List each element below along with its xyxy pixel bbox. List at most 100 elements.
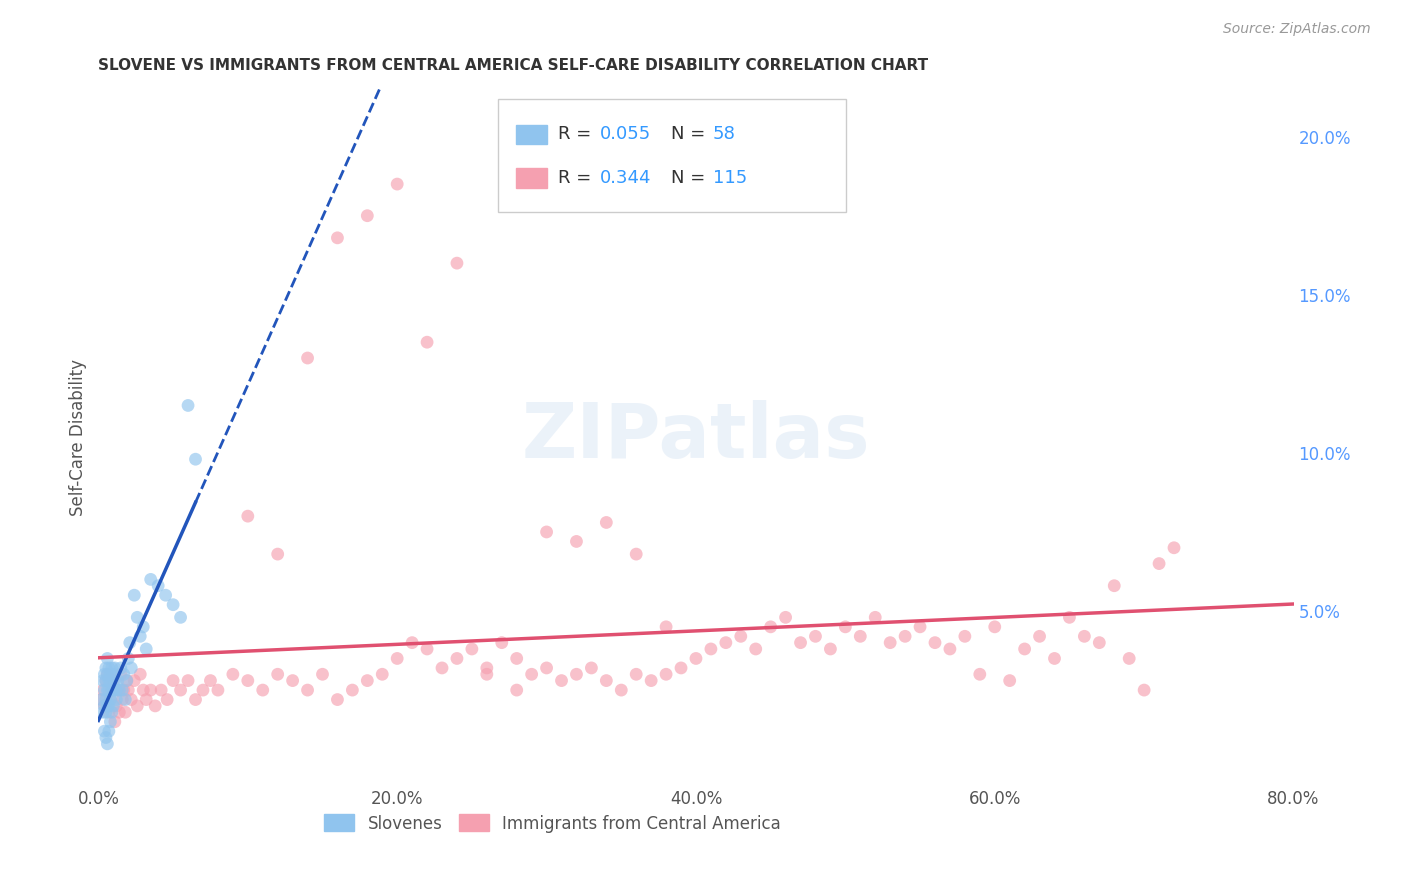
Point	[90, 692, 112, 706]
Point	[401, 635, 423, 649]
Point	[155, 588, 177, 602]
Point	[998, 673, 1021, 688]
Point	[143, 698, 166, 713]
Point	[595, 673, 617, 688]
Point	[820, 642, 842, 657]
Point	[118, 635, 141, 649]
Point	[939, 642, 962, 657]
Point	[371, 667, 394, 681]
Point	[114, 692, 136, 706]
Point	[685, 651, 707, 665]
Point	[103, 667, 125, 681]
Point	[124, 588, 146, 602]
Point	[342, 683, 364, 698]
Point	[98, 692, 122, 706]
Point	[297, 351, 319, 365]
Point	[93, 667, 115, 681]
Point	[281, 673, 304, 688]
Point	[789, 635, 811, 649]
Point	[745, 642, 768, 657]
Point	[90, 692, 112, 706]
Point	[759, 620, 782, 634]
Point	[120, 692, 142, 706]
Point	[475, 661, 498, 675]
Point	[169, 683, 191, 698]
Point	[103, 683, 125, 698]
Point	[96, 667, 118, 681]
Text: N =: N =	[671, 169, 710, 187]
Point	[1104, 579, 1126, 593]
Point	[177, 673, 200, 688]
Y-axis label: Self-Care Disability: Self-Care Disability	[69, 359, 87, 516]
Point	[1073, 629, 1095, 643]
Point	[550, 673, 572, 688]
Point	[135, 642, 157, 657]
Point	[669, 661, 692, 675]
Point	[94, 705, 117, 719]
Point	[107, 673, 129, 688]
Point	[101, 683, 124, 698]
Point	[97, 705, 120, 719]
Point	[984, 620, 1007, 634]
Point	[97, 724, 120, 739]
Text: R =: R =	[558, 126, 598, 144]
Point	[110, 661, 132, 675]
Point	[207, 683, 229, 698]
Point	[96, 737, 118, 751]
Point	[865, 610, 887, 624]
Point	[655, 667, 678, 681]
Point	[139, 573, 162, 587]
Point	[93, 724, 115, 739]
Point	[1014, 642, 1036, 657]
Text: 58: 58	[713, 126, 735, 144]
Point	[924, 635, 946, 649]
Point	[124, 673, 146, 688]
Point	[132, 683, 155, 698]
Point	[640, 673, 662, 688]
Text: 0.055: 0.055	[600, 126, 651, 144]
Point	[565, 534, 588, 549]
Point	[236, 673, 259, 688]
Point	[115, 673, 138, 688]
Point	[104, 714, 127, 729]
Point	[150, 683, 173, 698]
Point	[97, 673, 120, 688]
Point	[565, 667, 588, 681]
Point	[1118, 651, 1140, 665]
Point	[536, 661, 558, 675]
Point	[105, 683, 128, 698]
Text: SLOVENE VS IMMIGRANTS FROM CENTRAL AMERICA SELF-CARE DISABILITY CORRELATION CHAR: SLOVENE VS IMMIGRANTS FROM CENTRAL AMERI…	[98, 58, 928, 73]
Point	[385, 177, 409, 191]
Point	[127, 698, 149, 713]
Point	[104, 661, 127, 675]
Point	[96, 651, 118, 665]
Point	[1028, 629, 1050, 643]
Point	[111, 692, 134, 706]
Text: 115: 115	[713, 169, 747, 187]
Point	[536, 524, 558, 539]
Point	[96, 683, 118, 698]
Point	[1147, 557, 1170, 571]
Text: Source: ZipAtlas.com: Source: ZipAtlas.com	[1223, 22, 1371, 37]
Point	[91, 683, 114, 698]
Point	[94, 692, 117, 706]
Point	[115, 673, 138, 688]
Point	[111, 683, 134, 698]
Point	[120, 661, 142, 675]
Point	[700, 642, 723, 657]
Text: 0.344: 0.344	[600, 169, 652, 187]
Point	[184, 452, 207, 467]
Point	[162, 673, 184, 688]
Point	[191, 683, 214, 698]
Point	[610, 683, 633, 698]
Point	[97, 698, 120, 713]
Point	[849, 629, 872, 643]
Point	[252, 683, 274, 698]
Point	[96, 667, 118, 681]
Point	[236, 509, 259, 524]
Point	[129, 667, 152, 681]
Point	[430, 661, 453, 675]
Point	[98, 714, 122, 729]
Point	[626, 547, 648, 561]
Point	[730, 629, 752, 643]
